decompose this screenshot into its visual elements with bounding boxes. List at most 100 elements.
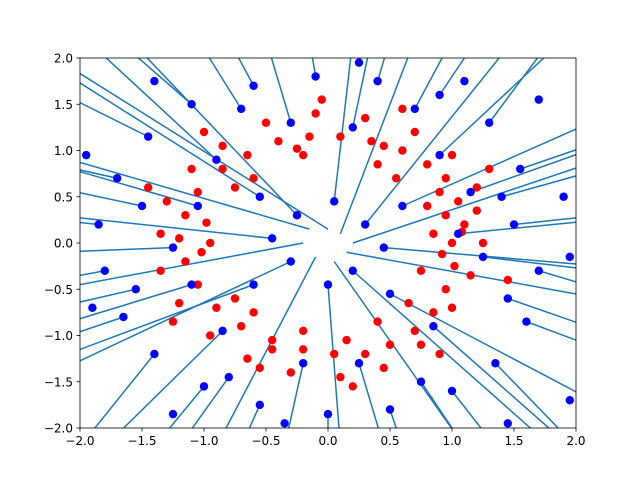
y-tick-label: 1.5 xyxy=(54,98,73,112)
blue-point xyxy=(224,372,233,382)
red-point xyxy=(404,298,413,308)
blue-point xyxy=(150,76,159,86)
red-point xyxy=(181,257,190,266)
red-point xyxy=(230,294,240,303)
segment-line xyxy=(80,161,310,230)
red-point xyxy=(429,308,438,317)
segment-line xyxy=(80,192,143,207)
red-point xyxy=(243,354,252,363)
segment-line xyxy=(191,376,230,428)
y-tick-label: 1.0 xyxy=(54,144,73,158)
segment-line xyxy=(80,246,174,253)
blue-point xyxy=(466,187,475,197)
red-point xyxy=(144,183,153,192)
blue-point xyxy=(113,174,122,183)
segment-line xyxy=(208,58,242,110)
blue-point xyxy=(311,72,320,81)
red-point xyxy=(181,211,190,220)
red-point xyxy=(299,150,308,160)
red-point xyxy=(261,118,271,127)
red-point xyxy=(466,271,475,280)
blue-point xyxy=(199,382,209,391)
segment-line xyxy=(80,283,192,320)
segment-line xyxy=(438,58,466,96)
red-point xyxy=(454,197,463,206)
red-point xyxy=(460,220,469,229)
segment-line xyxy=(507,297,576,324)
red-point xyxy=(447,238,457,248)
blue-point xyxy=(168,409,178,419)
red-point xyxy=(410,127,419,137)
segment-line xyxy=(420,381,453,428)
blue-point xyxy=(373,76,382,86)
blue-point xyxy=(429,322,438,331)
y-tick-label: −0.5 xyxy=(44,283,73,297)
blue-point xyxy=(435,90,444,100)
red-point xyxy=(398,104,407,114)
red-point xyxy=(197,248,206,257)
blue-point xyxy=(398,201,407,211)
segment-line xyxy=(451,390,482,428)
blue-point xyxy=(478,252,488,262)
segment-line xyxy=(122,330,224,428)
y-tick-label: −1.0 xyxy=(44,329,73,343)
segment-line xyxy=(470,153,576,193)
red-point xyxy=(450,261,459,271)
segment-line xyxy=(80,221,99,226)
red-point xyxy=(299,345,308,354)
segment-line xyxy=(137,58,193,105)
x-tick-label: −1.5 xyxy=(127,434,156,448)
blue-point xyxy=(385,405,395,414)
blue-point xyxy=(348,266,357,275)
segment-line xyxy=(80,82,261,198)
blue-point xyxy=(323,280,333,289)
red-point xyxy=(305,132,314,141)
blue-point xyxy=(193,201,202,211)
blue-point xyxy=(88,303,97,312)
segment-line xyxy=(519,148,576,170)
red-point xyxy=(193,280,202,289)
segment-line xyxy=(287,363,304,428)
red-point xyxy=(379,141,388,151)
red-point xyxy=(299,326,308,336)
red-point xyxy=(435,187,444,197)
blue-point xyxy=(379,243,388,252)
red-point xyxy=(218,141,227,151)
x-tick-label: 1.5 xyxy=(504,434,523,448)
blue-point xyxy=(100,266,110,275)
blue-point xyxy=(516,164,525,174)
segment-layer xyxy=(80,58,576,428)
red-point xyxy=(330,349,339,359)
red-point xyxy=(379,363,388,373)
blue-point xyxy=(565,396,574,405)
blue-point xyxy=(460,76,469,86)
y-tick-label: −1.5 xyxy=(44,375,73,389)
segment-line xyxy=(80,288,136,303)
red-point xyxy=(410,326,419,336)
red-point xyxy=(441,174,450,183)
red-point xyxy=(175,298,184,308)
red-point xyxy=(156,229,165,238)
red-point xyxy=(255,363,264,373)
segment-line xyxy=(225,256,317,428)
blue-point xyxy=(187,100,196,109)
red-point xyxy=(423,201,432,211)
x-axis: −2.0 −1.5 −1.0 −0.5 0.0 0.5 1.0 1.5 2.0 xyxy=(65,428,586,448)
blue-point xyxy=(348,123,357,132)
x-tick-label: −2.0 xyxy=(65,434,94,448)
blue-point xyxy=(491,359,500,368)
blue-point xyxy=(534,95,543,104)
blue-point xyxy=(82,150,91,160)
red-point xyxy=(218,164,227,174)
blue-point xyxy=(168,243,178,252)
x-tick-label: 0.0 xyxy=(318,434,337,448)
segment-line xyxy=(352,270,532,428)
red-point xyxy=(472,206,481,215)
red-point xyxy=(206,331,215,340)
red-point xyxy=(361,349,370,359)
segment-line xyxy=(80,283,254,351)
blue-point xyxy=(497,192,506,201)
red-point xyxy=(187,164,196,174)
blue-point xyxy=(237,104,246,114)
segment-line xyxy=(414,58,443,110)
